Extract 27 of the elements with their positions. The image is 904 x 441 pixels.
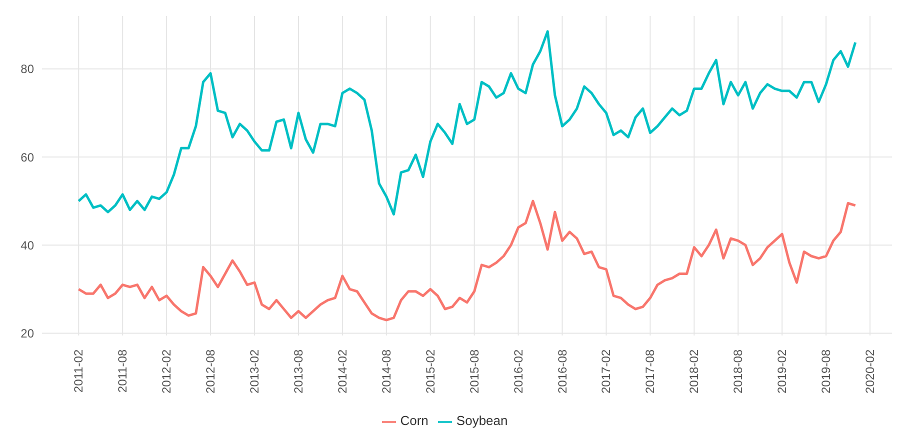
x-tick-label: 2018-08: [731, 349, 746, 394]
x-tick-label: 2013-08: [291, 349, 306, 394]
x-tick-label: 2016-08: [555, 349, 570, 394]
y-tick-label: 40: [20, 238, 34, 252]
legend-label: Corn: [400, 413, 428, 428]
x-tick-label: 2015-02: [423, 349, 438, 394]
x-tick-label: 2011-08: [116, 349, 130, 393]
y-tick-label: 80: [20, 62, 34, 76]
x-tick-label: 2019-02: [775, 349, 790, 394]
x-tick-label: 2013-02: [248, 349, 262, 394]
x-tick-label: 2019-08: [819, 349, 834, 394]
y-tick-label: 20: [20, 326, 34, 340]
x-tick-label: 2011-02: [72, 349, 86, 393]
x-tick-label: 2017-08: [643, 349, 658, 394]
x-tick-label: 2012-08: [204, 349, 218, 394]
x-tick-label: 2012-02: [160, 349, 174, 394]
line-series: [77, 30, 857, 216]
x-tick-label: 2014-08: [379, 349, 394, 394]
line-series: [77, 200, 857, 322]
x-tick-label: 2014-02: [335, 349, 350, 394]
x-tick-label: 2015-08: [467, 349, 482, 394]
y-tick-label: 60: [20, 150, 34, 164]
x-tick-label: 2020-02: [863, 349, 878, 394]
x-tick-label: 2017-02: [599, 349, 614, 394]
x-tick-label: 2018-02: [687, 349, 702, 394]
x-tick-label: 2016-02: [511, 349, 526, 394]
legend-label: Soybean: [456, 413, 508, 428]
